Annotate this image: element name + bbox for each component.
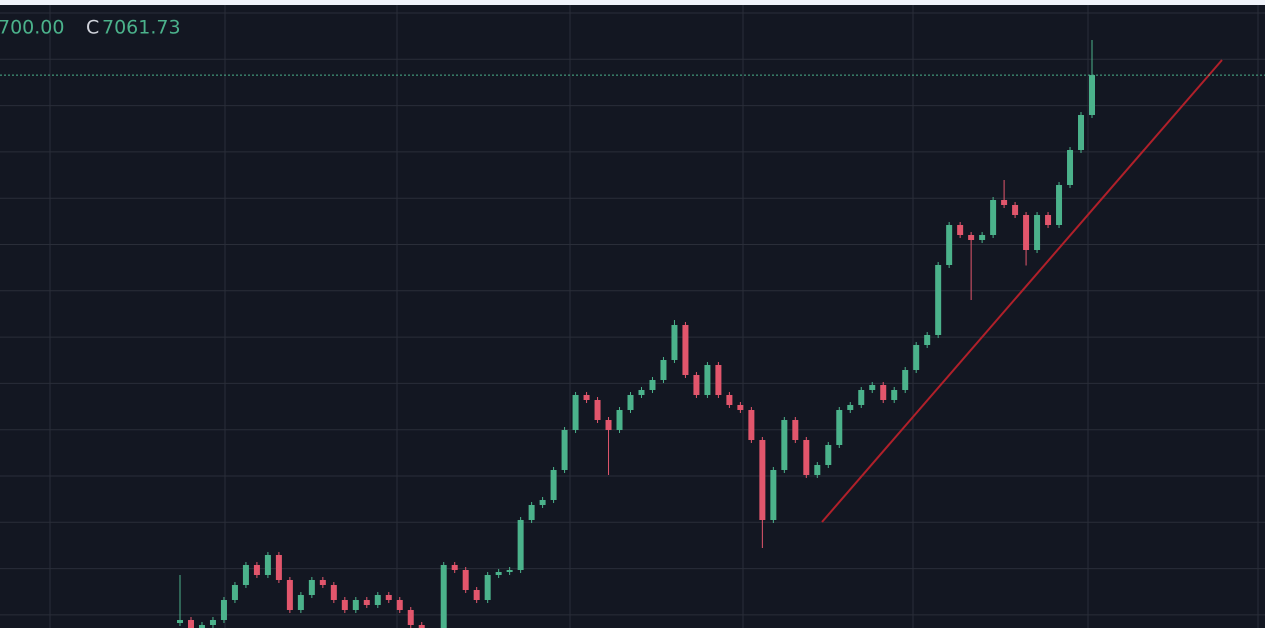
candle-body: [605, 420, 612, 430]
candle-body: [836, 410, 843, 445]
candle-body: [814, 465, 821, 475]
candle-body: [770, 470, 777, 520]
candle-body: [748, 410, 755, 440]
candle-body: [616, 410, 623, 430]
candle-body: [979, 235, 986, 240]
candle-body: [1023, 215, 1030, 250]
candle-body: [902, 370, 909, 390]
candles: [0, 40, 1265, 628]
candle-body: [187, 620, 194, 628]
candle-body: [1045, 215, 1052, 225]
candle-body: [341, 600, 348, 610]
close-label: C: [86, 17, 99, 39]
candle-body: [374, 595, 381, 605]
candle-body: [495, 572, 502, 575]
candle-body: [286, 580, 293, 610]
candle-body: [671, 325, 678, 360]
candle-body: [275, 555, 282, 580]
candle-body: [583, 395, 590, 400]
candle-body: [473, 590, 480, 600]
low-value: 700.00: [0, 17, 64, 39]
candle-body: [638, 390, 645, 395]
candle-body: [737, 405, 744, 410]
candle-body: [462, 570, 469, 590]
candle-body: [957, 225, 964, 235]
candle-body: [418, 625, 425, 628]
candle-body: [1067, 150, 1074, 185]
candle-body: [385, 595, 392, 600]
candle-body: [891, 390, 898, 400]
candle-body: [693, 375, 700, 395]
candle-body: [726, 395, 733, 405]
candle-body: [715, 365, 722, 395]
candle-body: [451, 565, 458, 570]
candle-body: [968, 235, 975, 240]
candle-body: [330, 585, 337, 600]
candle-body: [407, 610, 414, 625]
candle-body: [319, 580, 326, 585]
candle-body: [781, 420, 788, 470]
candle-body: [528, 505, 535, 520]
candle-body: [264, 555, 271, 575]
candle-body: [1001, 200, 1008, 205]
candle-body: [198, 625, 205, 628]
candle-body: [990, 200, 997, 235]
top-border: [0, 0, 1265, 5]
candle-body: [847, 405, 854, 410]
candle-body: [594, 400, 601, 420]
candle-body: [1034, 215, 1041, 250]
candle-body: [484, 575, 491, 600]
candle-body: [803, 440, 810, 475]
candle-body: [924, 335, 931, 345]
candle-body: [1056, 185, 1063, 225]
candle-body: [880, 385, 887, 400]
candle-body: [253, 565, 260, 575]
candle-body: [561, 430, 568, 470]
candle-body: [946, 225, 953, 265]
candle-body: [792, 420, 799, 440]
candle-body: [627, 395, 634, 410]
candle-body: [308, 580, 315, 595]
candle-body: [759, 440, 766, 520]
candle-body: [297, 595, 304, 610]
candle-body: [858, 390, 865, 405]
candle-body: [506, 570, 513, 572]
candle-body: [682, 325, 689, 375]
candle-body: [440, 565, 447, 628]
candle-body: [660, 360, 667, 380]
candle-body: [209, 620, 216, 625]
candle-body: [869, 385, 876, 390]
candle-body: [825, 445, 832, 465]
candle-body: [242, 565, 249, 585]
candle-body: [517, 520, 524, 570]
candle-body: [1078, 115, 1085, 150]
candle-body: [572, 395, 579, 430]
candle-body: [352, 600, 359, 610]
candle-body: [550, 470, 557, 500]
candle-body: [1012, 205, 1019, 215]
candle-body: [913, 345, 920, 370]
candle-body: [396, 600, 403, 610]
candle-body: [231, 585, 238, 600]
candle-body: [704, 365, 711, 395]
candle-body: [539, 500, 546, 505]
trend-line: [821, 59, 1223, 523]
candle-body: [935, 265, 942, 335]
candle-body: [363, 600, 370, 605]
candle-body: [177, 620, 183, 623]
candle-body: [649, 380, 656, 390]
close-value: 7061.73: [102, 17, 181, 39]
candle-body: [1089, 75, 1095, 115]
candle-body: [220, 600, 227, 620]
